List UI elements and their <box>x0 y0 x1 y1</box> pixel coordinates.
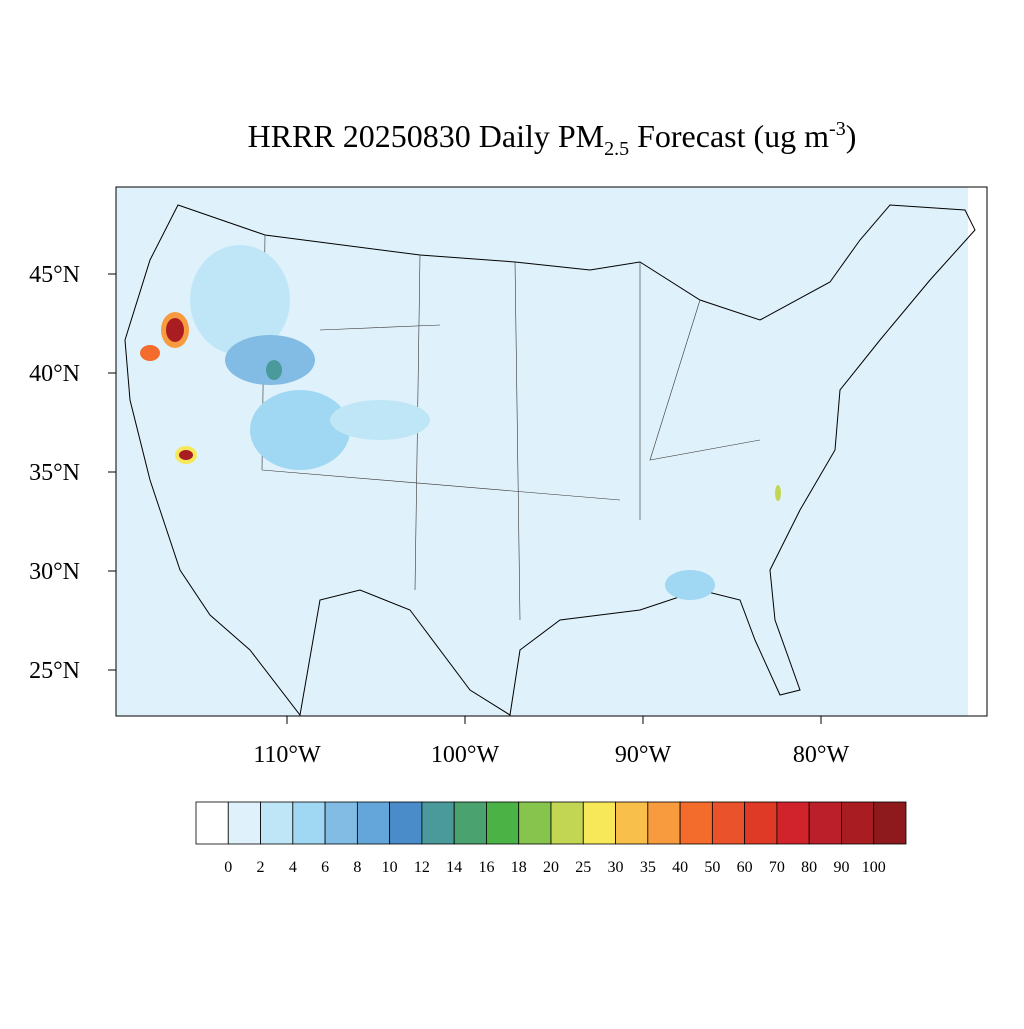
lat-tick-label: 35°N <box>29 460 80 486</box>
colorbar-box <box>711 801 746 845</box>
colorbar-label: 18 <box>511 859 527 876</box>
colorbar-box <box>292 801 326 845</box>
colorbar-label: 90 <box>833 859 849 876</box>
colorbar-box <box>615 801 649 845</box>
colorbar: 0 2 4 6 8 10 12 14 16 18 20 25 30 35 40 50 60 70 80 90 100 <box>195 801 907 876</box>
title-end: ) <box>846 118 857 154</box>
colorbar-label: 2 <box>257 859 265 876</box>
lat-tick-label: 40°N <box>29 361 80 387</box>
title: HRRR 20250830 Daily PM2.5 Forecast (ug m… <box>248 118 857 160</box>
colorbar-box <box>486 801 520 845</box>
colorbar-box <box>550 801 584 845</box>
colorbar-box <box>582 801 616 845</box>
lon-tick-label: 100°W <box>431 742 500 768</box>
colorbar-label: 35 <box>640 859 656 876</box>
lat-tick-label: 45°N <box>29 262 80 288</box>
colorbar-box <box>808 801 842 845</box>
colorbar-label: 60 <box>737 859 753 876</box>
title-middle: Forecast (ug m <box>629 118 829 154</box>
lon-tick-label: 110°W <box>253 742 321 768</box>
colorbar-box <box>421 801 455 845</box>
colorbar-label: 70 <box>769 859 785 876</box>
colorbar-label: 25 <box>575 859 591 876</box>
colorbar-label: 6 <box>321 859 329 876</box>
colorbar-label: 80 <box>801 859 817 876</box>
colorbar-label: 8 <box>353 859 361 876</box>
colorbar-label: 12 <box>414 859 430 876</box>
colorbar-box <box>227 801 261 845</box>
colorbar-box <box>324 801 358 845</box>
colorbar-box <box>873 801 907 845</box>
map <box>115 186 988 717</box>
title-superscript: -3 <box>829 118 846 140</box>
colorbar-label: 20 <box>543 859 559 876</box>
smoke <box>140 245 781 600</box>
colorbar-label: 0 <box>224 859 232 876</box>
coastline <box>124 204 976 717</box>
colorbar-label: 50 <box>704 859 720 876</box>
title-main: HRRR 20250830 Daily PM <box>248 118 604 154</box>
colorbar-box <box>744 801 778 845</box>
colorbar-label: 14 <box>446 859 462 876</box>
title-subscript: 2.5 <box>604 138 629 160</box>
colorbar-label: 40 <box>672 859 688 876</box>
colorbar-label: 4 <box>289 859 297 876</box>
colorbar-box <box>841 801 875 845</box>
colorbar-box <box>518 801 552 845</box>
lat-tick-label: 30°N <box>29 559 80 585</box>
colorbar-box <box>260 801 294 845</box>
colorbar-label: 10 <box>382 859 398 876</box>
colorbar-box <box>195 801 229 845</box>
colorbar-box <box>679 801 713 845</box>
map-frame <box>115 186 988 717</box>
lon-tick-label: 90°W <box>615 742 672 768</box>
colorbar-box <box>647 801 681 845</box>
colorbar-label: 16 <box>478 859 494 876</box>
map-ticks: 45°N 40°N 35°N 30°N 25°N 110°W 100°W 90°W 80°W <box>29 262 849 768</box>
lat-tick-label: 25°N <box>29 658 80 684</box>
lon-tick-label: 80°W <box>793 742 850 768</box>
colorbar-box <box>389 801 423 845</box>
colorbar-label: 100 <box>862 859 886 876</box>
colorbar-box <box>776 801 810 845</box>
colorbar-box <box>453 801 487 845</box>
colorbar-box <box>356 801 391 845</box>
colorbar-label: 30 <box>608 859 624 876</box>
